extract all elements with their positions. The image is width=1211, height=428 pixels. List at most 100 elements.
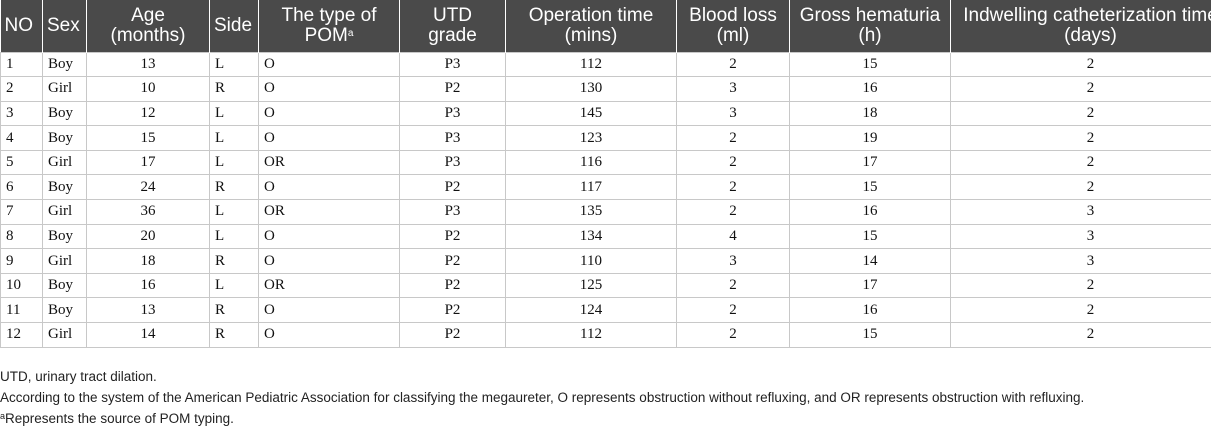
- cell-age: 16: [86, 272, 210, 299]
- cell-age: 15: [86, 125, 210, 151]
- cell-no: 2: [0, 76, 43, 102]
- cell-operation-time: 125: [505, 272, 677, 299]
- cell-utd-grade: P2: [399, 322, 506, 348]
- cell-catheterization-time: 2: [950, 149, 1211, 176]
- cell-blood-loss: 2: [676, 199, 790, 225]
- cell-side: L: [209, 199, 259, 225]
- cell-gross-hematuria: 16: [789, 199, 951, 225]
- cell-operation-time: 123: [505, 125, 677, 151]
- cell-pom-type: O: [258, 297, 400, 324]
- cell-age: 14: [86, 322, 210, 348]
- header-no: NO: [0, 0, 43, 52]
- cell-side: L: [209, 223, 259, 250]
- cell-pom-type: O: [258, 125, 400, 151]
- table-row: 12 Girl 14 R O P2 112 2 15 2: [0, 322, 1211, 348]
- header-blood-loss: Blood loss (ml): [676, 0, 790, 52]
- cell-catheterization-time: 3: [950, 223, 1211, 250]
- cell-catheterization-time: 2: [950, 100, 1211, 127]
- cell-utd-grade: P3: [399, 199, 506, 225]
- header-age: Age (months): [86, 0, 210, 52]
- cell-gross-hematuria: 18: [789, 100, 951, 127]
- cell-age: 13: [86, 297, 210, 324]
- cell-no: 12: [0, 322, 43, 348]
- cell-side: L: [209, 100, 259, 127]
- cell-no: 3: [0, 100, 43, 127]
- cell-sex: Boy: [42, 125, 87, 151]
- table-row: 1 Boy 13 L O P3 112 2 15 2: [0, 51, 1211, 78]
- cell-gross-hematuria: 17: [789, 149, 951, 176]
- cell-utd-grade: P2: [399, 76, 506, 102]
- cell-gross-hematuria: 14: [789, 248, 951, 274]
- footnote-utd: UTD, urinary tract dilation.: [0, 369, 157, 384]
- footnote-source-text: Represents the source of POM typing.: [5, 411, 234, 426]
- cell-blood-loss: 2: [676, 174, 790, 201]
- cell-gross-hematuria: 16: [789, 76, 951, 102]
- cell-side: R: [209, 322, 259, 348]
- cell-side: L: [209, 125, 259, 151]
- cell-gross-hematuria: 16: [789, 297, 951, 324]
- header-pom-type: The type of POMa: [258, 0, 400, 52]
- table-row: 11 Boy 13 R O P2 124 2 16 2: [0, 297, 1211, 324]
- cell-blood-loss: 2: [676, 125, 790, 151]
- cell-age: 13: [86, 51, 210, 78]
- cell-sex: Boy: [42, 100, 87, 127]
- cell-sex: Girl: [42, 322, 87, 348]
- cell-operation-time: 117: [505, 174, 677, 201]
- cell-utd-grade: P2: [399, 297, 506, 324]
- cell-catheterization-time: 2: [950, 125, 1211, 151]
- cell-gross-hematuria: 19: [789, 125, 951, 151]
- cell-pom-type: OR: [258, 272, 400, 299]
- cell-side: R: [209, 248, 259, 274]
- cell-catheterization-time: 2: [950, 272, 1211, 299]
- cell-gross-hematuria: 15: [789, 174, 951, 201]
- cell-side: L: [209, 149, 259, 176]
- cell-operation-time: 116: [505, 149, 677, 176]
- cell-blood-loss: 3: [676, 248, 790, 274]
- cell-sex: Boy: [42, 51, 87, 78]
- cell-no: 1: [0, 51, 43, 78]
- footnotes: UTD, urinary tract dilation. According t…: [0, 366, 1084, 428]
- table-row: 6 Boy 24 R O P2 117 2 15 2: [0, 174, 1211, 201]
- cell-operation-time: 112: [505, 51, 677, 78]
- table-row: 2 Girl 10 R O P2 130 3 16 2: [0, 76, 1211, 102]
- cell-side: L: [209, 272, 259, 299]
- cell-no: 4: [0, 125, 43, 151]
- cell-no: 7: [0, 199, 43, 225]
- cell-pom-type: O: [258, 100, 400, 127]
- cell-sex: Girl: [42, 199, 87, 225]
- cell-blood-loss: 2: [676, 322, 790, 348]
- cell-utd-grade: P2: [399, 272, 506, 299]
- cell-operation-time: 145: [505, 100, 677, 127]
- cell-gross-hematuria: 15: [789, 51, 951, 78]
- cell-operation-time: 134: [505, 223, 677, 250]
- results-table: NO Sex Age (months) Side The type of POMa …: [0, 0, 1211, 348]
- header-operation-time: Operation time (mins): [505, 0, 677, 52]
- cell-catheterization-time: 2: [950, 76, 1211, 102]
- cell-pom-type: O: [258, 76, 400, 102]
- cell-side: R: [209, 174, 259, 201]
- cell-operation-time: 112: [505, 322, 677, 348]
- cell-blood-loss: 3: [676, 76, 790, 102]
- footnote-classification: According to the system of the American …: [0, 390, 1085, 405]
- cell-age: 36: [86, 199, 210, 225]
- cell-pom-type: O: [258, 223, 400, 250]
- cell-pom-type: OR: [258, 199, 400, 225]
- cell-gross-hematuria: 15: [789, 223, 951, 250]
- cell-no: 11: [0, 297, 43, 324]
- cell-sex: Girl: [42, 248, 87, 274]
- cell-utd-grade: P3: [399, 51, 506, 78]
- cell-catheterization-time: 3: [950, 248, 1211, 274]
- cell-utd-grade: P3: [399, 125, 506, 151]
- cell-no: 10: [0, 272, 43, 299]
- table-row: 7 Girl 36 L OR P3 135 2 16 3: [0, 199, 1211, 225]
- cell-side: R: [209, 76, 259, 102]
- cell-blood-loss: 3: [676, 100, 790, 127]
- cell-age: 10: [86, 76, 210, 102]
- cell-utd-grade: P2: [399, 248, 506, 274]
- header-sex: Sex: [42, 0, 87, 52]
- cell-catheterization-time: 3: [950, 199, 1211, 225]
- cell-blood-loss: 4: [676, 223, 790, 250]
- cell-utd-grade: P3: [399, 149, 506, 176]
- table-row: 8 Boy 20 L O P2 134 4 15 3: [0, 223, 1211, 250]
- cell-gross-hematuria: 17: [789, 272, 951, 299]
